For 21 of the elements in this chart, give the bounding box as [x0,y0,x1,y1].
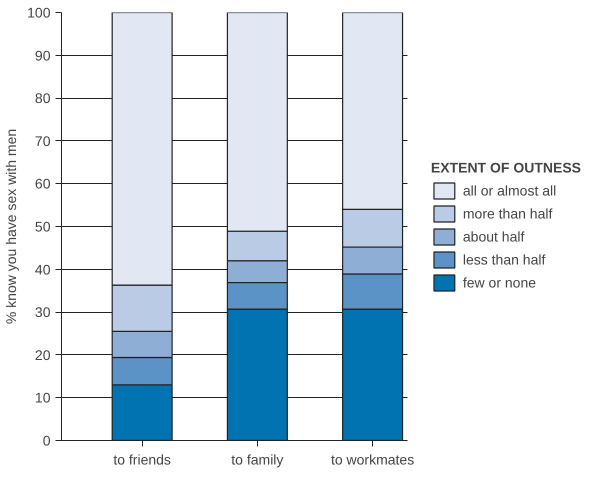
x-tick-label: to friends [113,452,171,468]
y-tick-label: 40 [34,261,51,278]
y-tick-label: 0 [42,432,51,448]
y-tick-label: 70 [34,132,51,149]
x-tick-label: to family [231,452,284,468]
y-tick-label: 60 [34,176,51,192]
legend-title: EXTENT OF OUTNESS [430,160,581,176]
y-tick-label: 80 [34,90,51,106]
legend-label: less than half [462,252,546,268]
y-axis-title: % know you have sex with men [3,128,20,324]
y-tick-label: 100 [27,4,51,20]
legend-label: few or none [462,274,536,290]
y-tick-label: 90 [34,47,51,64]
y-tick-label: 50 [34,218,51,234]
legend-label: all or almost all [462,182,556,198]
y-tick-label: 20 [34,346,51,363]
x-tick-label: to workmates [330,452,414,468]
y-tick-label: 30 [34,304,51,320]
y-tick-label: 10 [34,390,51,406]
legend-label: more than half [462,206,552,222]
legend-label: about half [462,228,524,244]
